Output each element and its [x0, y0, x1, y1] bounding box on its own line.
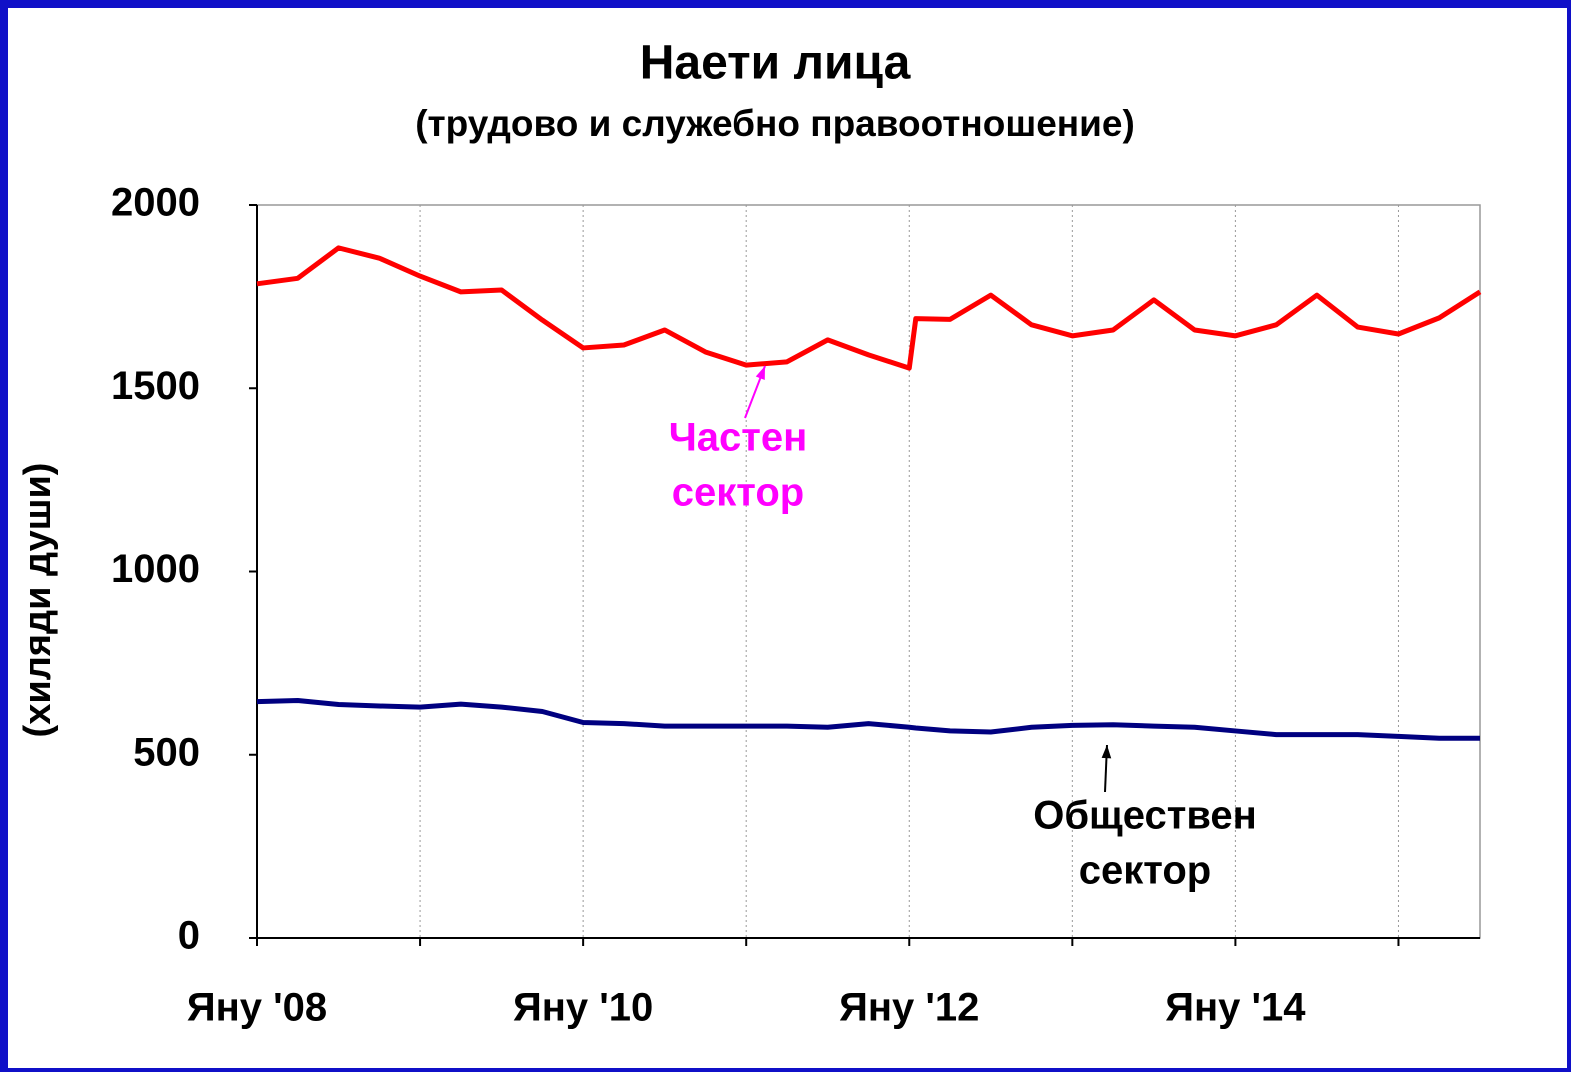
- y-tick-label: 1000: [111, 547, 200, 591]
- y-axis-label: (хиляди души): [17, 463, 59, 738]
- x-tick-label: Яну '08: [187, 986, 327, 1030]
- series-line: [256, 245, 1482, 371]
- y-tick-label: 0: [178, 914, 200, 958]
- annotation: сектор: [672, 471, 804, 515]
- annotation-arrowhead: [1101, 745, 1112, 759]
- x-tick-label: Яну '10: [513, 986, 653, 1030]
- y-tick-label: 500: [133, 730, 200, 774]
- annotation-arrowhead: [755, 366, 765, 380]
- x-tick-label: Яну '14: [1165, 986, 1306, 1030]
- series-line: [256, 698, 1480, 741]
- annotation: Обществен: [1033, 794, 1257, 838]
- y-tick-label: 1500: [111, 364, 200, 408]
- chart-title: Наети лица: [640, 37, 911, 90]
- annotation: сектор: [1079, 849, 1211, 893]
- chart-subtitle: (трудово и служебно правоотношение): [415, 103, 1135, 144]
- annotation: Частен: [669, 416, 808, 460]
- y-tick-label: 2000: [111, 181, 200, 225]
- background: [8, 8, 1567, 1068]
- x-tick-label: Яну '12: [839, 986, 979, 1030]
